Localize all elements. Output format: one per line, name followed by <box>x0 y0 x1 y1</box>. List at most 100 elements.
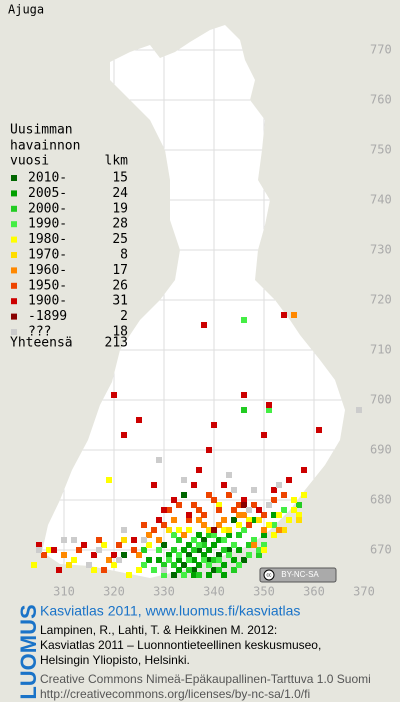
observation-square <box>161 522 167 528</box>
observation-square <box>251 537 257 543</box>
observation-square <box>251 487 257 493</box>
observation-square <box>191 572 197 578</box>
legend-count: 19 <box>112 201 128 216</box>
observation-square <box>181 492 187 498</box>
observation-square <box>201 537 207 543</box>
observation-square <box>186 552 192 558</box>
observation-square <box>136 417 142 423</box>
observation-square <box>191 537 197 543</box>
observation-square <box>231 557 237 563</box>
observation-square <box>201 512 207 518</box>
observation-square <box>226 472 232 478</box>
observation-square <box>176 552 182 558</box>
observation-square <box>141 547 147 553</box>
observation-square <box>271 512 277 518</box>
observation-square <box>146 557 152 563</box>
observation-square <box>176 557 182 563</box>
brand: LUOMUS <box>16 604 41 699</box>
observation-square <box>196 562 202 568</box>
observation-square <box>171 532 177 538</box>
y-tick-label: 770 <box>370 43 392 57</box>
observation-square <box>266 402 272 408</box>
observation-square <box>246 522 252 528</box>
observation-square <box>211 497 217 503</box>
observation-square <box>246 552 252 558</box>
observation-square <box>111 562 117 568</box>
observation-square <box>241 527 247 533</box>
observation-square <box>36 547 42 553</box>
observation-square <box>241 392 247 398</box>
observation-square <box>221 572 227 578</box>
observation-square <box>161 572 167 578</box>
observation-square <box>61 552 67 558</box>
observation-square <box>156 537 162 543</box>
legend-count: 24 <box>112 186 128 201</box>
observation-square <box>131 547 137 553</box>
observation-square <box>246 542 252 548</box>
observation-square <box>236 562 242 568</box>
observation-square <box>66 562 72 568</box>
observation-square <box>206 572 212 578</box>
observation-square <box>176 537 182 543</box>
observation-square <box>226 552 232 558</box>
legend-label: 1980- <box>28 232 67 247</box>
observation-square <box>261 547 267 553</box>
observation-square <box>231 542 237 548</box>
observation-square <box>281 527 287 533</box>
observation-square <box>76 547 82 553</box>
observation-square <box>236 512 242 518</box>
observation-square <box>166 527 172 533</box>
observation-square <box>191 567 197 573</box>
legend-swatch <box>11 252 17 258</box>
observation-square <box>241 407 247 413</box>
y-tick-label: 760 <box>370 93 392 107</box>
observation-square <box>281 492 287 498</box>
observation-square <box>241 512 247 518</box>
observation-square <box>51 547 57 553</box>
observation-square <box>276 482 282 488</box>
observation-square <box>211 532 217 538</box>
observation-square <box>186 557 192 563</box>
observation-square <box>141 562 147 568</box>
observation-square <box>196 572 202 578</box>
observation-square <box>291 507 297 513</box>
x-tick-label: 360 <box>303 585 325 599</box>
observation-square <box>81 542 87 548</box>
observation-square <box>231 567 237 573</box>
license-text: http://creativecommons.org/licenses/by-n… <box>40 687 310 701</box>
observation-square <box>281 507 287 513</box>
observation-square <box>56 567 62 573</box>
legend-title: Uusimman <box>10 123 73 138</box>
legend-swatch <box>11 175 17 181</box>
legend-count: 2 <box>120 309 128 324</box>
citation: Helsingin Yliopisto, Helsinki. <box>40 653 190 667</box>
observation-square <box>186 527 192 533</box>
observation-square <box>196 467 202 473</box>
observation-square <box>266 407 272 413</box>
observation-square <box>301 467 307 473</box>
x-tick-label: 310 <box>53 585 75 599</box>
observation-square <box>221 527 227 533</box>
observation-square <box>111 392 117 398</box>
legend-label: 1900- <box>28 294 67 309</box>
observation-square <box>291 312 297 318</box>
legend-count: 17 <box>112 263 128 278</box>
observation-square <box>251 517 257 523</box>
observation-square <box>216 552 222 558</box>
observation-square <box>251 502 257 508</box>
observation-square <box>221 562 227 568</box>
observation-square <box>191 547 197 553</box>
legend-count: 28 <box>112 217 128 232</box>
observation-square <box>296 512 302 518</box>
observation-square <box>191 557 197 563</box>
legend-label: -1899 <box>28 309 67 324</box>
species-title: Ajuga <box>8 3 44 17</box>
observation-square <box>206 532 212 538</box>
legend-total-label: Yhteensä <box>10 336 73 351</box>
observation-square <box>166 557 172 563</box>
observation-square <box>176 567 182 573</box>
observation-square <box>171 547 177 553</box>
license-badge: cc BY-NC-SA <box>259 567 337 583</box>
observation-square <box>226 532 232 538</box>
observation-square <box>271 487 277 493</box>
